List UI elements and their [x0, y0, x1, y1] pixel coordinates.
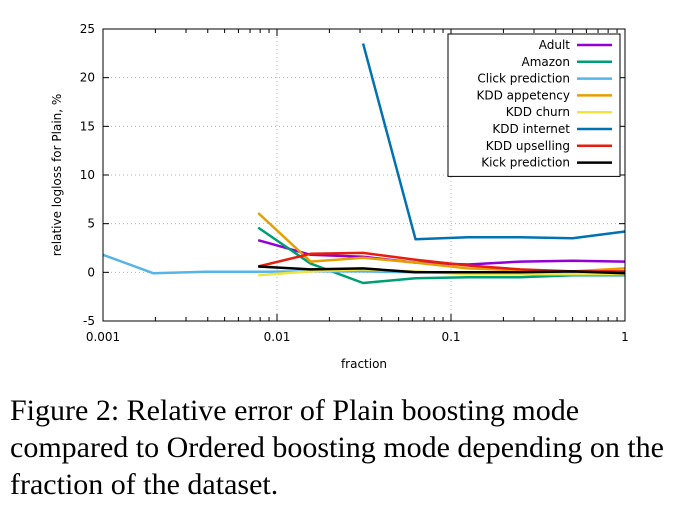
- legend-label-kdd-internet: KDD internet: [492, 122, 570, 136]
- legend-label-adult: Adult: [539, 38, 571, 52]
- legend-label-amazon: Amazon: [522, 55, 571, 69]
- legend-label-kdd-upselling: KDD upselling: [486, 139, 570, 153]
- y-tick-label: -5: [83, 314, 95, 328]
- series-line-kick-prediction: [258, 265, 626, 275]
- y-axis-title: relative logloss for Plain, %: [50, 94, 64, 257]
- y-tick-label: 10: [80, 168, 95, 182]
- series-line-kdd-internet: [361, 43, 626, 241]
- x-axis-title: fraction: [341, 357, 387, 371]
- chart-container: -5 0 5 10 15 20 25 0.001 0.01 0.1 1 fraction relat…: [50, 22, 629, 371]
- y-tick-label: 0: [87, 265, 95, 279]
- x-tick-label: 0.001: [86, 330, 120, 344]
- legend-label-click-prediction: Click prediction: [477, 72, 570, 86]
- plot-lines: [102, 43, 626, 285]
- y-tick-label: 25: [80, 22, 95, 36]
- series-line-amazon: [257, 226, 625, 285]
- figure-caption: Figure 2: Relative error of Plain boosti…: [10, 394, 664, 501]
- legend-label-kick-prediction: Kick prediction: [481, 156, 570, 170]
- legend: Adult Amazon Click prediction KDD appetency…: [447, 33, 621, 177]
- legend-label-kdd-churn: KDD churn: [506, 105, 570, 119]
- legend-label-kdd-appetency: KDD appetency: [476, 88, 570, 102]
- legend-box: [447, 33, 621, 177]
- line-chart: -5 0 5 10 15 20 25 0.001 0.01 0.1 1 fraction relat…: [50, 22, 629, 371]
- y-tick-label: 5: [87, 217, 95, 231]
- y-tick-label: 15: [80, 119, 95, 133]
- x-tick-label: 0.01: [264, 330, 291, 344]
- y-tick-label: 20: [80, 71, 95, 85]
- x-tick-label: 0.1: [441, 330, 460, 344]
- x-tick-label: 1: [621, 330, 629, 344]
